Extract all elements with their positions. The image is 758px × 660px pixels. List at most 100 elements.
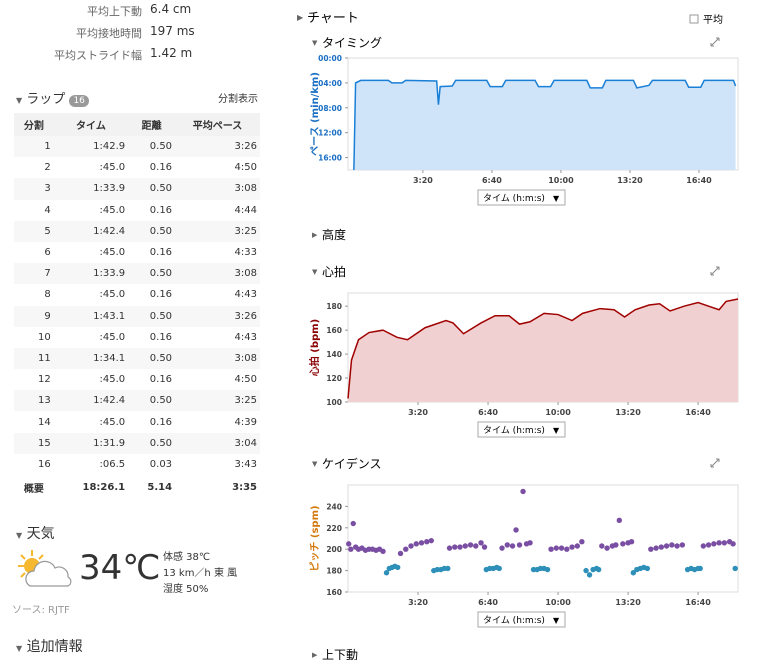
lap-cell: 2 [44, 162, 51, 174]
x-selector-arrow: ▼ [553, 194, 560, 203]
lap-cell: 10 [38, 331, 51, 343]
humidity: 湿度 50% [163, 584, 209, 595]
lap-cell: :45.0 [99, 204, 126, 216]
lap-cell: 0.03 [149, 458, 173, 470]
area [348, 298, 738, 402]
point [418, 540, 425, 546]
y-tick-label: 180 [326, 567, 342, 576]
point [564, 546, 570, 552]
point [674, 543, 680, 549]
section-title: タイミング [322, 36, 382, 50]
lap-cell: 3:08 [234, 183, 257, 195]
lap-row: 7 1:33.9 0.50 3:08 [14, 263, 260, 285]
split-toggle[interactable]: 分割表示 [218, 94, 258, 105]
point [383, 570, 390, 576]
lap-cell: :45.0 [99, 162, 126, 174]
point [679, 542, 686, 548]
x-tick-label: 13:20 [615, 598, 641, 607]
lap-row: 11 1:34.1 0.50 3:08 [14, 347, 260, 370]
point [648, 546, 654, 552]
more-header[interactable]: ▼ 追加情報 [16, 639, 83, 655]
weather-title: 天気 [26, 526, 55, 542]
point [579, 539, 585, 545]
lap-table: 分割 タイム 距離 平均ペース 1 1:42.9 0.50 3:26 2:45.0 0.16 4:5… [14, 113, 260, 499]
lap-cell: 0.16 [149, 374, 173, 386]
lap-cell: 0.50 [149, 395, 173, 407]
lap-cell: 15 [38, 437, 51, 449]
average-checkbox[interactable] [689, 14, 699, 24]
column-header: タイム [53, 113, 129, 136]
lap-cell: 1:31.9 [93, 437, 126, 449]
x-selector[interactable] [477, 421, 566, 438]
x-tick-label: 6:40 [482, 176, 502, 185]
lap-cell: 4 [44, 204, 51, 216]
lap-cell: 3:08 [234, 268, 257, 280]
lap-row: 14:45.0 0.16 4:39 [14, 411, 260, 432]
point [583, 567, 589, 574]
column-header: 距離 [128, 113, 176, 136]
point [413, 541, 419, 547]
lap-cell: 8 [44, 289, 51, 301]
point [478, 540, 484, 546]
x-selector-label: タイム (h:m:s) [483, 615, 545, 626]
lap-cell: 0.50 [149, 183, 173, 195]
weather-header[interactable]: ▼ 天気 [16, 526, 55, 542]
point [473, 543, 479, 549]
point [397, 550, 404, 557]
line [347, 298, 739, 399]
lap-cell: :45.0 [99, 289, 126, 301]
x-tick-label: 10:00 [545, 408, 571, 417]
stat-label: 平均ストライド幅 [54, 49, 142, 62]
point [424, 539, 430, 545]
more-title: 追加情報 [26, 639, 83, 655]
x-tick-label: 13:20 [617, 176, 643, 185]
point [613, 542, 619, 548]
point [350, 520, 356, 527]
section-title: 上下動 [322, 648, 358, 660]
lap-cell: 11 [38, 352, 51, 364]
lap-cell: 4:33 [234, 247, 257, 259]
y-tick-label: 220 [326, 524, 342, 533]
point [616, 517, 623, 524]
x-selector-arrow: ▼ [553, 616, 560, 625]
x-selector-arrow: ▼ [553, 426, 560, 435]
point [644, 565, 651, 572]
x-selector-label: タイム (h:m:s) [483, 193, 545, 204]
expand-icon [710, 37, 720, 47]
summary-cell: 概要 [23, 483, 44, 495]
y-tick-label: 12:00 [318, 129, 342, 138]
lap-cell: 0.50 [149, 225, 173, 237]
x-selector[interactable] [477, 611, 566, 628]
lap-cell: 13 [38, 395, 51, 407]
lap-cell: 1:34.1 [93, 352, 126, 364]
x-selector[interactable] [477, 189, 566, 206]
lap-cell: 4:43 [234, 331, 257, 343]
lap-cell: 7 [44, 268, 51, 280]
lap-row: 1 1:42.9 0.50 3:26 [14, 136, 260, 158]
y-tick-label: 04:00 [318, 79, 342, 88]
lap-cell: 4:50 [234, 162, 257, 174]
lap-cell: 0.50 [149, 310, 173, 322]
point [653, 545, 659, 551]
point [697, 565, 703, 572]
plot-area [347, 484, 739, 593]
point [504, 542, 510, 548]
lap-cell: 1:43.1 [93, 310, 126, 322]
point [348, 546, 354, 552]
lap-cell: 0.16 [149, 162, 173, 174]
column-header: 分割 [14, 113, 54, 136]
y-tick-label: 16:00 [318, 154, 342, 163]
expand-icon [710, 458, 720, 468]
laps-title: ラップ [26, 92, 66, 107]
point [527, 540, 533, 546]
wind: 13 km／h 東 風 [163, 568, 238, 579]
lap-cell: 1:42.4 [93, 395, 126, 407]
laps-header[interactable]: ▼ ラップ 16 [16, 88, 89, 107]
point [553, 545, 560, 551]
lap-cell: 3:26 [234, 141, 257, 153]
lap-cell: :45.0 [99, 247, 126, 259]
lap-row: 6:45.0 0.16 4:33 [14, 242, 260, 263]
area [353, 80, 736, 170]
